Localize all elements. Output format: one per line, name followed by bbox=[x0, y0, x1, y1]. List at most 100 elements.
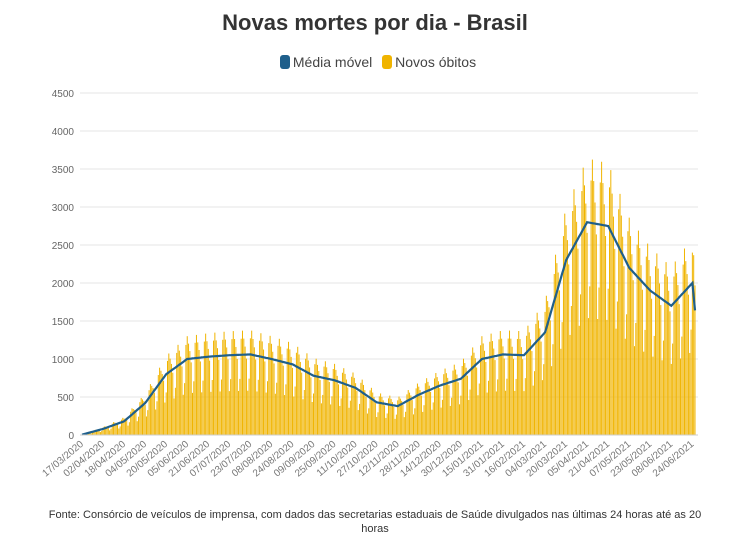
daily-deaths-bar bbox=[223, 331, 225, 435]
daily-deaths-bar bbox=[388, 398, 389, 435]
daily-deaths-bar bbox=[148, 390, 150, 435]
daily-deaths-bar bbox=[466, 375, 468, 435]
daily-deaths-bar bbox=[641, 289, 643, 435]
daily-deaths-bar bbox=[649, 276, 651, 435]
daily-deaths-bar bbox=[509, 330, 511, 435]
daily-deaths-bar bbox=[366, 413, 368, 435]
daily-deaths-bar bbox=[414, 408, 416, 435]
daily-deaths-bar bbox=[449, 405, 451, 435]
daily-deaths-bar bbox=[489, 341, 491, 435]
daily-deaths-bar bbox=[377, 412, 379, 435]
daily-deaths-bar bbox=[498, 339, 500, 435]
daily-deaths-bar bbox=[220, 379, 222, 435]
daily-deaths-bar bbox=[481, 336, 483, 435]
daily-deaths-bar bbox=[378, 396, 380, 435]
daily-deaths-bar bbox=[381, 396, 383, 435]
daily-deaths-bar bbox=[528, 332, 530, 435]
daily-deaths-bar bbox=[142, 399, 144, 435]
daily-deaths-bar bbox=[457, 382, 459, 435]
daily-deaths-bar bbox=[644, 329, 646, 435]
daily-deaths-bar bbox=[218, 359, 220, 435]
daily-deaths-bar bbox=[338, 384, 340, 435]
daily-deaths-bar bbox=[364, 390, 366, 435]
daily-deaths-bar bbox=[199, 361, 201, 435]
daily-deaths-bar bbox=[534, 371, 536, 435]
legend-label-daily[interactable]: Novos óbitos bbox=[395, 54, 477, 70]
daily-deaths-bar bbox=[214, 332, 216, 435]
y-tick-label: 1000 bbox=[52, 355, 75, 366]
daily-deaths-bar bbox=[316, 364, 318, 435]
daily-deaths-bar bbox=[441, 399, 443, 435]
daily-deaths-bar bbox=[628, 217, 630, 435]
daily-deaths-bar bbox=[420, 395, 422, 435]
daily-deaths-bar bbox=[601, 161, 603, 435]
daily-deaths-bar bbox=[357, 410, 359, 435]
daily-deaths-bar bbox=[178, 350, 180, 435]
daily-deaths-bar bbox=[586, 232, 588, 435]
daily-deaths-bar bbox=[576, 221, 578, 435]
daily-deaths-bar bbox=[251, 330, 253, 435]
daily-deaths-bar bbox=[639, 248, 641, 435]
daily-deaths-bar bbox=[693, 255, 695, 435]
daily-deaths-bar bbox=[690, 329, 692, 435]
daily-deaths-bar bbox=[238, 390, 240, 435]
daily-deaths-bar bbox=[124, 418, 126, 435]
daily-deaths-bar bbox=[630, 236, 632, 435]
daily-deaths-bar bbox=[626, 314, 628, 435]
daily-deaths-bar bbox=[390, 398, 392, 435]
daily-deaths-bar bbox=[203, 341, 205, 435]
daily-deaths-bar bbox=[460, 395, 462, 435]
legend-swatch-daily[interactable] bbox=[382, 55, 393, 69]
daily-deaths-bar bbox=[201, 392, 203, 435]
daily-deaths-bar bbox=[527, 325, 529, 435]
daily-deaths-bar bbox=[585, 203, 587, 435]
daily-deaths-bar bbox=[118, 428, 120, 435]
daily-deaths-bar bbox=[660, 305, 662, 435]
daily-deaths-bar bbox=[440, 407, 442, 435]
legend-swatch-moving-average[interactable] bbox=[279, 55, 290, 69]
daily-deaths-bar bbox=[239, 378, 241, 435]
daily-deaths-bar bbox=[227, 359, 229, 435]
daily-deaths-bar bbox=[370, 387, 372, 435]
daily-deaths-bar bbox=[222, 339, 224, 435]
daily-deaths-bar bbox=[608, 187, 610, 435]
daily-deaths-bar bbox=[249, 338, 251, 435]
daily-deaths-bar bbox=[386, 413, 388, 435]
daily-deaths-bar bbox=[382, 400, 384, 435]
daily-deaths-bar bbox=[110, 428, 112, 435]
daily-deaths-bar bbox=[170, 363, 172, 435]
daily-deaths-bar bbox=[568, 264, 570, 435]
daily-deaths-bar bbox=[190, 362, 192, 435]
daily-deaths-bar bbox=[285, 384, 287, 435]
daily-deaths-bar bbox=[198, 349, 200, 435]
daily-deaths-bar bbox=[687, 294, 689, 435]
daily-deaths-bar bbox=[369, 390, 371, 435]
daily-deaths-bar bbox=[202, 380, 204, 435]
daily-deaths-bar bbox=[160, 370, 162, 435]
daily-deaths-bar bbox=[252, 339, 254, 435]
daily-deaths-bar bbox=[497, 379, 499, 435]
daily-deaths-bar bbox=[219, 391, 221, 435]
daily-deaths-bar bbox=[277, 345, 279, 435]
daily-deaths-bar bbox=[540, 341, 542, 435]
chart-plot: 05001000150020002500300035004000450017/0… bbox=[41, 89, 698, 479]
daily-deaths-bar bbox=[216, 348, 218, 435]
daily-deaths-bar bbox=[173, 398, 175, 435]
daily-deaths-bar bbox=[273, 363, 275, 435]
daily-deaths-bar bbox=[314, 364, 316, 435]
daily-deaths-bar bbox=[611, 193, 613, 435]
daily-deaths-bar bbox=[662, 340, 664, 435]
daily-deaths-bar bbox=[495, 391, 497, 435]
daily-deaths-bar bbox=[115, 423, 117, 435]
daily-deaths-bar bbox=[266, 381, 268, 435]
daily-deaths-bar bbox=[532, 385, 534, 435]
daily-deaths-bar bbox=[243, 338, 245, 435]
legend-label-moving-average[interactable]: Média móvel bbox=[292, 54, 373, 70]
daily-deaths-bar bbox=[330, 404, 332, 435]
daily-deaths-bar bbox=[188, 343, 190, 435]
daily-deaths-bar bbox=[555, 254, 557, 435]
daily-deaths-bar bbox=[310, 377, 312, 435]
daily-deaths-bar bbox=[374, 403, 376, 435]
daily-deaths-bar bbox=[505, 390, 507, 435]
daily-deaths-bar bbox=[353, 377, 355, 435]
